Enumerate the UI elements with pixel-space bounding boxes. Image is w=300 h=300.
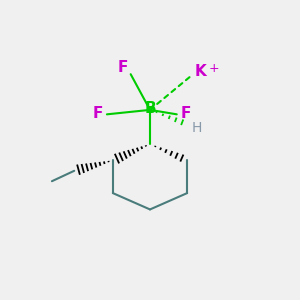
Text: F: F [92, 106, 103, 121]
Text: +: + [208, 62, 219, 75]
Text: H: H [192, 121, 202, 135]
Text: F: F [181, 106, 191, 121]
Text: F: F [118, 60, 128, 75]
Text: K: K [195, 64, 206, 79]
Text: B: B [144, 101, 156, 116]
